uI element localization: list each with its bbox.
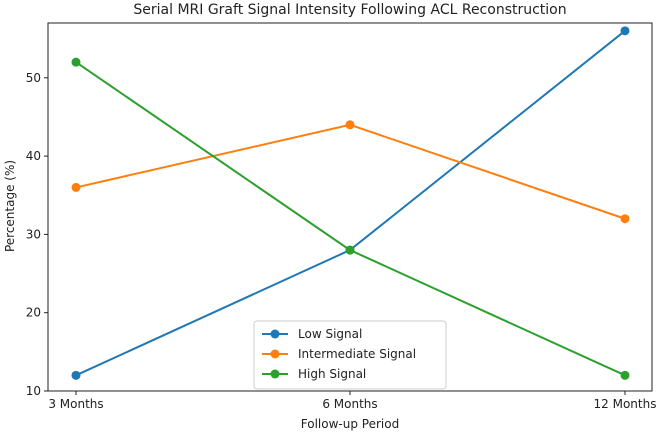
legend-label-high-signal: High Signal	[298, 367, 366, 381]
legend-marker-intermediate-signal	[270, 349, 280, 359]
data-point-high-signal	[620, 370, 630, 380]
legend-label-intermediate-signal: Intermediate Signal	[298, 347, 416, 361]
y-axis-label: Percentage (%)	[3, 160, 17, 252]
plot-area: 10 20 30 40 50 3 Months 6 Months 12 Months	[26, 26, 657, 411]
y-tick-label: 20	[26, 306, 41, 320]
x-tick-label: 3 Months	[48, 397, 103, 411]
data-point-high-signal	[345, 245, 355, 255]
legend-frame	[253, 320, 447, 390]
y-tick-label: 50	[26, 71, 41, 85]
x-tick-label: 6 Months	[322, 397, 377, 411]
data-point-high-signal	[71, 57, 81, 67]
y-tick-label: 40	[26, 149, 41, 163]
data-point-intermediate-signal	[620, 214, 630, 224]
data-point-intermediate-signal	[345, 120, 355, 130]
data-point-low-signal	[71, 370, 81, 380]
series-line-intermediate-signal	[75, 123, 626, 220]
y-tick-label: 30	[26, 227, 41, 241]
legend: Low Signal Intermediate Signal High Signal	[253, 320, 447, 390]
legend-marker-high-signal	[270, 369, 280, 379]
x-axis-label: Follow-up Period	[301, 417, 399, 431]
chart-title: Serial MRI Graft Signal Intensity Follow…	[133, 2, 566, 18]
y-tick-label: 10	[26, 384, 41, 398]
plot-frame	[47, 22, 653, 392]
data-point-low-signal	[620, 26, 630, 36]
x-tick-label: 12 Months	[594, 397, 657, 411]
legend-label-low-signal: Low Signal	[298, 327, 362, 341]
data-point-intermediate-signal	[71, 182, 81, 192]
legend-marker-low-signal	[270, 329, 280, 339]
